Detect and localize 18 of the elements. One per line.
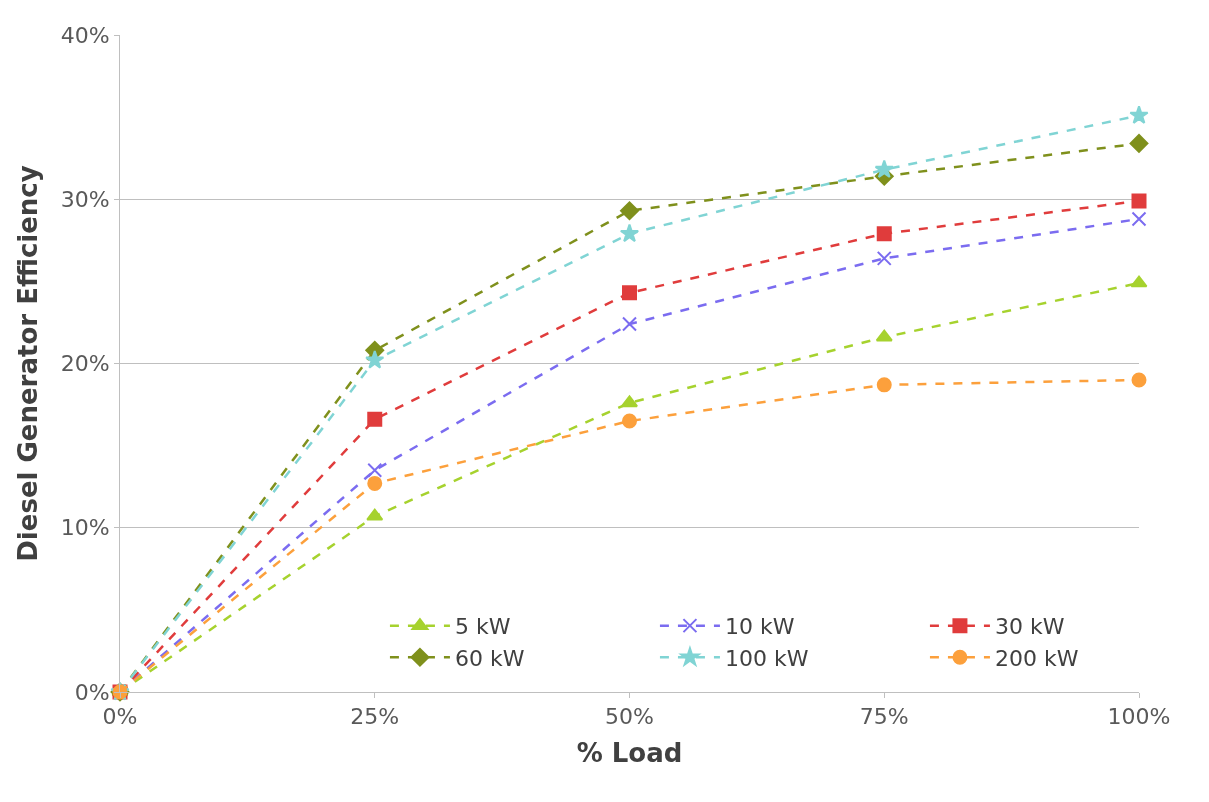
y-tick-label: 40% [60,22,110,48]
legend-label: 60 kW [454,645,525,671]
legend-label: 5 kW [454,614,511,640]
legend-label: 100 kW [724,645,809,671]
x-tick-label: 0% [102,704,138,730]
legend-label: 30 kW [994,614,1065,640]
y-tick-label: 30% [60,186,110,212]
x-tick-label: 100% [1107,704,1171,730]
legend-label: 200 kW [994,645,1079,671]
legend-label: 10 kW [724,614,795,640]
y-tick-label: 10% [60,515,110,541]
y-axis-title: Diesel Generator Efficiency [13,165,44,562]
y-tick-label: 20% [60,351,110,377]
x-tick-label: 50% [605,704,654,730]
x-tick-label: 25% [350,704,400,730]
x-axis-title: % Load [576,738,683,769]
y-tick-label: 0% [74,679,110,705]
x-tick-label: 75% [859,704,909,730]
